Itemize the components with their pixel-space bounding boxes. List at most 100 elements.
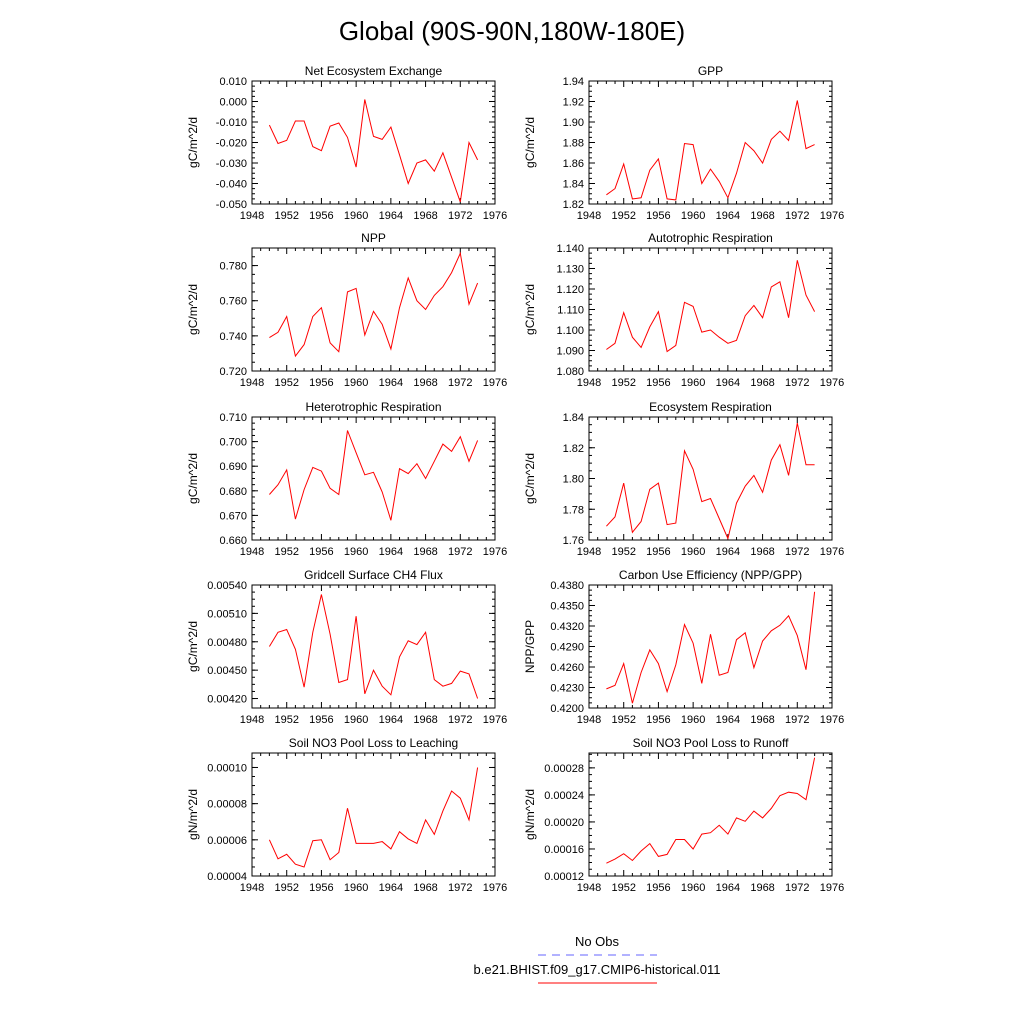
- x-tick-label: 1960: [344, 377, 368, 389]
- y-tick-label: 1.82: [563, 443, 584, 455]
- x-tick-label: 1948: [577, 546, 601, 558]
- legend-label-model: b.e21.BHIST.f09_g17.CMIP6-historical.011: [474, 962, 721, 977]
- x-tick-label: 1976: [820, 714, 844, 726]
- panel-title: Ecosystem Respiration: [649, 400, 772, 414]
- x-tick-label: 1976: [483, 210, 507, 222]
- y-tick-label: 0.00016: [544, 844, 584, 856]
- y-axis-label: gN/m^2/d: [523, 789, 537, 840]
- x-tick-label: 1960: [681, 210, 705, 222]
- y-tick-label: 0.740: [219, 331, 247, 343]
- y-tick-label: -0.010: [216, 117, 247, 129]
- x-tick-label: 1968: [750, 377, 774, 389]
- y-tick-label: 0.00024: [544, 790, 584, 802]
- series-line: [268, 99, 479, 203]
- legend: No Obs b.e21.BHIST.f09_g17.CMIP6-histori…: [474, 934, 721, 984]
- x-tick-label: 1964: [379, 882, 403, 894]
- y-tick-label: 0.710: [219, 412, 247, 424]
- y-axis-label: gC/m^2/d: [523, 453, 537, 504]
- x-tick-label: 1972: [785, 714, 809, 726]
- x-tick-label: 1948: [240, 882, 264, 894]
- panel-title: Heterotrophic Respiration: [305, 400, 441, 414]
- y-tick-label: 1.130: [556, 264, 584, 276]
- y-tick-label: 0.4350: [550, 601, 584, 613]
- y-tick-label: 1.080: [556, 366, 584, 378]
- plot-frame: [251, 247, 496, 372]
- x-tick-label: 1952: [274, 546, 298, 558]
- y-axis-label: gC/m^2/d: [186, 621, 200, 672]
- y-tick-label: 0.00004: [207, 871, 247, 883]
- x-tick-label: 1960: [681, 377, 705, 389]
- y-tick-label: 0.010: [219, 76, 247, 88]
- x-tick-label: 1968: [413, 210, 437, 222]
- y-tick-label: 0.4260: [550, 662, 584, 674]
- x-tick-label: 1948: [240, 546, 264, 558]
- x-tick-label: 1960: [681, 546, 705, 558]
- x-tick-label: 1964: [379, 714, 403, 726]
- y-tick-label: 1.78: [563, 504, 584, 516]
- y-tick-label: 0.00028: [544, 763, 584, 775]
- panel-ecosystem-respiration: Ecosystem Respiration gC/m^2/d 1948 1952 195…: [523, 400, 844, 558]
- panel-gpp: GPP gC/m^2/d 1948 1952 1956 1960 1964 1968 1972 1…: [523, 64, 844, 222]
- y-tick-label: -0.020: [216, 138, 247, 150]
- y-tick-label: 0.00012: [544, 871, 584, 883]
- x-tick-label: 1956: [309, 546, 333, 558]
- x-tick-label: 1948: [240, 210, 264, 222]
- series-line: [268, 767, 479, 868]
- y-tick-label: 0.4290: [550, 642, 584, 654]
- x-tick-label: 1972: [785, 377, 809, 389]
- x-tick-label: 1948: [577, 714, 601, 726]
- plot-frame: [251, 80, 496, 205]
- y-tick-label: 0.700: [219, 437, 247, 449]
- y-tick-label: 0.00020: [544, 817, 584, 829]
- x-tick-label: 1956: [646, 714, 670, 726]
- y-tick-label: 1.110: [557, 305, 584, 317]
- x-tick-label: 1960: [344, 210, 368, 222]
- x-tick-label: 1960: [344, 882, 368, 894]
- panels-group: Net Ecosystem Exchange gC/m^2/d 1948 1952 19…: [186, 64, 844, 894]
- panel-autotrophic-respiration: Autotrophic Respiration gC/m^2/d 1948 1952 1…: [523, 231, 844, 389]
- y-tick-label: 1.90: [563, 117, 584, 129]
- panel-title: Net Ecosystem Exchange: [305, 64, 443, 78]
- x-tick-label: 1964: [379, 546, 403, 558]
- x-tick-label: 1948: [240, 377, 264, 389]
- x-tick-label: 1948: [577, 377, 601, 389]
- y-tick-label: 0.000: [219, 97, 247, 109]
- series-line: [606, 260, 816, 353]
- y-axis-label: gC/m^2/d: [523, 284, 537, 335]
- panel-title: Soil NO3 Pool Loss to Runoff: [633, 736, 790, 750]
- x-tick-label: 1976: [820, 210, 844, 222]
- y-tick-label: 1.120: [556, 284, 584, 296]
- panel-title: NPP: [361, 231, 386, 245]
- y-tick-label: 1.090: [556, 346, 584, 358]
- figure-title: Global (90S-90N,180W-180E): [339, 16, 685, 46]
- y-tick-label: 1.100: [556, 325, 584, 337]
- y-tick-label: 1.80: [563, 474, 584, 486]
- x-tick-label: 1952: [274, 714, 298, 726]
- x-tick-label: 1952: [611, 882, 635, 894]
- plot-frame: [588, 247, 833, 372]
- y-tick-label: -0.040: [216, 179, 247, 191]
- x-tick-label: 1956: [309, 714, 333, 726]
- y-tick-label: -0.050: [216, 199, 247, 211]
- series-line: [269, 251, 479, 358]
- x-tick-label: 1976: [483, 714, 507, 726]
- x-tick-label: 1964: [716, 714, 740, 726]
- x-tick-label: 1964: [716, 210, 740, 222]
- y-tick-label: 0.660: [219, 535, 247, 547]
- plot-frame: [251, 584, 496, 709]
- y-tick-label: 1.92: [563, 97, 584, 109]
- x-tick-label: 1960: [344, 546, 368, 558]
- y-tick-label: 1.140: [556, 243, 584, 255]
- y-tick-label: 0.780: [219, 261, 247, 273]
- x-tick-label: 1972: [448, 210, 472, 222]
- y-tick-label: 0.4380: [550, 580, 584, 592]
- x-tick-label: 1968: [413, 714, 437, 726]
- y-tick-label: 0.00420: [207, 694, 247, 706]
- y-tick-label: 0.4230: [550, 683, 584, 695]
- x-tick-label: 1968: [413, 546, 437, 558]
- panel-title: GPP: [698, 64, 723, 78]
- x-tick-label: 1948: [240, 714, 264, 726]
- x-tick-label: 1956: [646, 377, 670, 389]
- plot-frame: [251, 752, 496, 877]
- x-tick-label: 1956: [309, 210, 333, 222]
